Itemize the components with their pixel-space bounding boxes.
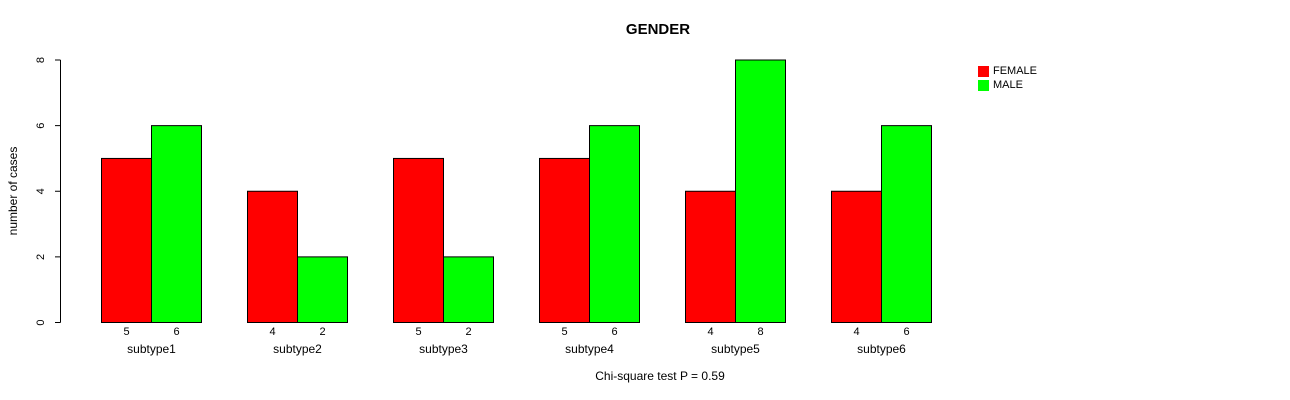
legend-item-female: FEMALE <box>978 64 1037 78</box>
bar-value-label: 6 <box>173 326 179 338</box>
legend-item-male: MALE <box>978 78 1037 92</box>
legend-label-male: MALE <box>993 79 1023 91</box>
bar-male-subtype2 <box>297 256 348 323</box>
bar-value-label: 4 <box>707 326 713 338</box>
x-category-label: subtype6 <box>857 342 906 356</box>
legend: FEMALE MALE <box>978 64 1037 92</box>
bar-female-subtype3 <box>393 157 444 323</box>
bar-male-subtype4 <box>589 125 640 323</box>
bar-male-subtype3 <box>443 256 494 323</box>
bar-male-subtype5 <box>735 59 786 323</box>
bar-value-label: 5 <box>123 326 129 338</box>
legend-swatch-male <box>978 79 989 91</box>
bar-value-label: 6 <box>903 326 909 338</box>
chart-title: GENDER <box>625 21 691 38</box>
y-tick-label: 2 <box>35 254 47 260</box>
bar-value-label: 5 <box>561 326 567 338</box>
x-category-label: subtype3 <box>419 342 468 356</box>
x-category-label: subtype4 <box>565 342 614 356</box>
bar-female-subtype1 <box>101 157 152 323</box>
bar-female-subtype5 <box>685 190 736 323</box>
y-tick-label: 6 <box>35 123 47 129</box>
bar-male-subtype6 <box>881 125 932 323</box>
bar-value-label: 2 <box>465 326 471 338</box>
bar-value-label: 5 <box>415 326 421 338</box>
bar-female-subtype4 <box>539 157 590 323</box>
y-tick-label: 0 <box>35 319 47 325</box>
x-category-label: subtype1 <box>127 342 176 356</box>
bar-female-subtype6 <box>831 190 882 323</box>
x-category-label: subtype5 <box>711 342 760 356</box>
y-tick-label: 8 <box>35 57 47 63</box>
y-tick-label: 4 <box>35 188 47 194</box>
bar-value-label: 8 <box>757 326 763 338</box>
x-category-label: subtype2 <box>273 342 322 356</box>
legend-swatch-female <box>978 65 989 77</box>
chart-annotation: Chi-square test P = 0.59 <box>595 369 725 383</box>
bar-value-label: 6 <box>611 326 617 338</box>
legend-label-female: FEMALE <box>993 65 1038 77</box>
bar-value-label: 4 <box>269 326 275 338</box>
bar-female-subtype2 <box>247 190 298 323</box>
bar-male-subtype1 <box>151 125 202 323</box>
bar-value-label: 4 <box>853 326 859 338</box>
bar-value-label: 2 <box>319 326 325 338</box>
